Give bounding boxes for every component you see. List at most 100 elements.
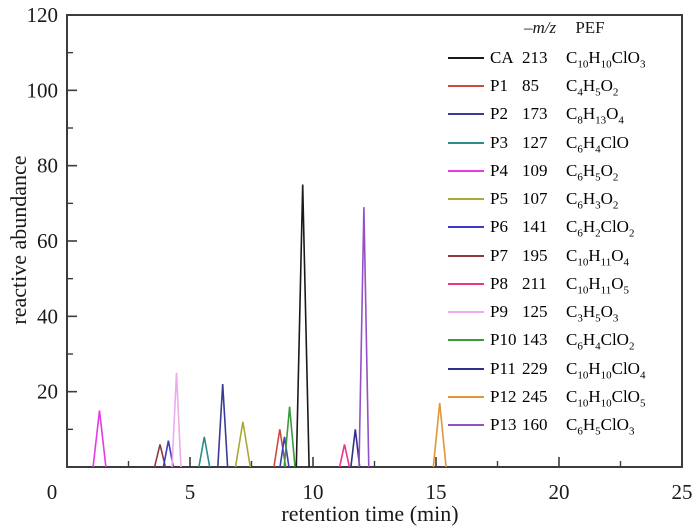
peak-ca [295, 184, 310, 468]
legend-series-name: CA [490, 48, 514, 67]
plot-frame [66, 14, 683, 468]
legend-mz-value: 127 [522, 132, 548, 152]
peak-p1 [273, 429, 287, 468]
y-tick-label: 40 [37, 304, 58, 328]
legend-item-p1: P1 85 C4H5O2 [446, 76, 694, 99]
legend-item-p10: P10 143 C6H4ClO2 [446, 330, 694, 353]
legend-item-p12: P12 245 C10H10ClO5 [446, 386, 694, 410]
x-tick-label: 5 [185, 480, 196, 504]
legend-formula: C6H4ClO2 [566, 330, 635, 353]
legend-item-p3: P3 127 C6H4ClO [446, 132, 694, 156]
legend-mz-value: 173 [522, 104, 548, 124]
legend-item-p6: P6 141 C6H2ClO2 [446, 217, 694, 240]
legend-series-name: P7 [490, 245, 508, 265]
y-tick-label: 60 [37, 229, 58, 253]
legend-item-p5: P5 107 C6H3O2 [446, 189, 694, 212]
legend-mz-value: 85 [522, 76, 539, 96]
legend-mz-value: 211 [522, 273, 547, 293]
legend-item-ca: CA 213 C10H10ClO3 [446, 48, 694, 71]
legend-line-swatch [448, 198, 484, 201]
legend-line-swatch [448, 339, 484, 342]
legend-formula: C10H11O4 [566, 245, 629, 268]
legend-formula: C6H2ClO2 [566, 217, 635, 240]
peak-p8 [338, 444, 351, 468]
legend-mz-value: 143 [522, 330, 548, 350]
legend-item-p8: P8 211 C10H11O5 [446, 273, 694, 297]
legend-mz-value: 229 [522, 358, 548, 378]
legend-mz-value: 195 [522, 245, 548, 265]
legend-series-name: P6 [490, 217, 508, 237]
legend-mz-value: 125 [522, 302, 548, 322]
legend-line-swatch [448, 367, 484, 370]
legend-header-mz: –m/z [523, 18, 557, 37]
x-tick-label: 15 [426, 480, 447, 504]
y-axis-title: reactive abundance [6, 155, 31, 325]
peak-p6 [279, 436, 290, 468]
y-tick-label: 80 [37, 154, 58, 178]
legend-formula: C10H10ClO4 [566, 358, 646, 381]
peak-p10 [283, 406, 296, 468]
legend-formula: C10H11O5 [566, 273, 629, 297]
origin-tick-label: 0 [47, 480, 58, 504]
peak-p9 [171, 372, 182, 468]
legend-mz-value: 107 [522, 189, 548, 209]
legend-line-swatch [448, 423, 484, 426]
legend-line-swatch [448, 85, 484, 88]
legend-line-swatch [448, 311, 484, 314]
legend-mz-value: 245 [522, 386, 548, 406]
legend-formula: C6H4ClO [566, 132, 629, 156]
legend-formula: C10H10ClO5 [566, 386, 646, 410]
legend-item-p11: P11 229 C10H10ClO4 [446, 358, 694, 381]
x-axis-title: retention time (min) [281, 501, 459, 526]
peak-p2 [217, 384, 229, 468]
legend-mz-value: 160 [522, 414, 548, 434]
legend-line-swatch [448, 57, 484, 59]
legend-series-name: P12 [490, 386, 517, 406]
legend-line-swatch [448, 226, 484, 229]
y-tick-label: 20 [37, 380, 58, 404]
legend-series-name: P10 [490, 330, 517, 350]
legend-item-p4: P4 109 C6H5O2 [446, 160, 694, 183]
legend-formula: C6H3O2 [566, 189, 619, 212]
legend-line-swatch [448, 169, 484, 172]
peak-p11 [350, 429, 361, 468]
x-tick-label: 20 [549, 480, 570, 504]
legend-formula: C6H5ClO3 [566, 414, 635, 438]
peak-p4 [92, 410, 107, 468]
legend-header-pef: PEF [575, 18, 605, 37]
legend: –m/z PEF CA 213 C10H10ClO3 P1 85 C4H5O2 P2 173 C… [446, 0, 694, 470]
peak-p13 [358, 207, 370, 468]
legend-formula: C4H5O2 [566, 76, 619, 99]
legend-series-name: P8 [490, 273, 508, 293]
x-tick-label: 10 [303, 480, 324, 504]
x-tick-label: 25 [672, 480, 693, 504]
peak-p7 [153, 444, 167, 468]
legend-series-name: P9 [490, 302, 508, 322]
legend-item-p2: P2 173 C8H13O4 [446, 104, 694, 127]
legend-mz-value: 141 [522, 217, 548, 237]
legend-series-name: P2 [490, 104, 508, 124]
legend-line-swatch [448, 113, 484, 116]
peak-p3 [198, 436, 211, 468]
legend-series-name: P11 [490, 358, 516, 378]
legend-line-swatch [448, 141, 484, 144]
legend-mz-value: 213 [522, 48, 548, 67]
legend-item-p13: P13 160 C6H5ClO3 [446, 414, 694, 438]
y-tick-label: 100 [27, 78, 59, 102]
legend-series-name: P3 [490, 132, 508, 152]
legend-formula: C10H10ClO3 [566, 48, 646, 71]
legend-series-name: P1 [490, 76, 508, 96]
legend-formula: C8H13O4 [566, 104, 624, 127]
legend-mz-value: 109 [522, 160, 548, 180]
peak-p12 [432, 402, 447, 468]
peak-p5 [234, 421, 252, 468]
legend-line-swatch [448, 395, 484, 398]
legend-series-name: P5 [490, 189, 508, 209]
legend-line-swatch [448, 282, 484, 285]
legend-line-swatch [448, 254, 484, 257]
y-tick-label: 120 [27, 3, 59, 27]
legend-series-name: P4 [490, 160, 508, 180]
legend-series-name: P13 [490, 414, 517, 434]
